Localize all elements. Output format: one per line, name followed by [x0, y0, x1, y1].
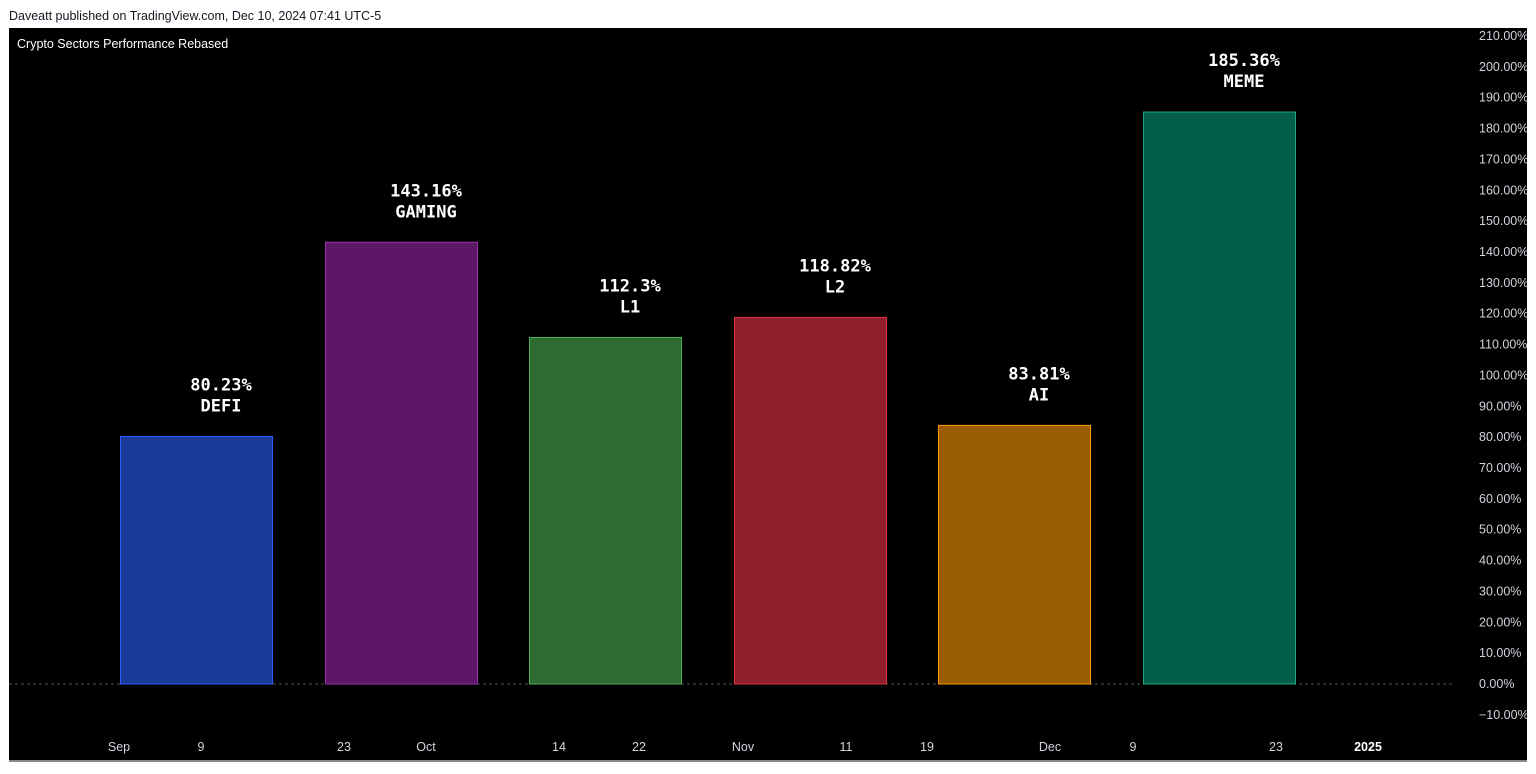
y-tick-label: 150.00%	[1479, 214, 1527, 228]
y-tick-label: 110.00%	[1479, 338, 1527, 352]
y-tick-label: 60.00%	[1479, 492, 1521, 506]
data-label-value: 112.3%	[599, 276, 661, 296]
data-label-category: L2	[825, 277, 845, 297]
bar-ai	[938, 424, 1091, 685]
x-tick-label: 9	[198, 740, 205, 754]
y-tick-label: 190.00%	[1479, 91, 1527, 105]
y-tick-label: 210.00%	[1479, 29, 1527, 43]
x-tick-label: 11	[840, 740, 853, 754]
data-label-category: MEME	[1224, 72, 1265, 92]
data-label-category: AI	[1029, 385, 1049, 405]
y-tick-label: 10.00%	[1479, 646, 1521, 660]
x-tick-label: 2025	[1354, 740, 1382, 754]
y-tick-label: −10.00%	[1479, 708, 1527, 722]
chart-title: Crypto Sectors Performance Rebased	[17, 37, 229, 51]
x-tick-label: 22	[632, 740, 646, 754]
x-tick-label: 9	[1130, 740, 1137, 754]
publisher-line: Daveatt published on TradingView.com, De…	[9, 9, 382, 23]
bar-l1	[529, 336, 682, 685]
bar-l2	[734, 316, 887, 685]
data-label-category: L1	[620, 297, 640, 317]
y-tick-label: 160.00%	[1479, 183, 1527, 197]
y-tick-label: 170.00%	[1479, 152, 1527, 166]
data-label-category: DEFI	[201, 396, 242, 416]
data-label-value: 118.82%	[799, 256, 871, 276]
y-tick-label: 80.00%	[1479, 430, 1521, 444]
y-tick-label: 70.00%	[1479, 461, 1521, 475]
x-tick-label: 19	[920, 740, 934, 754]
x-tick-label: Oct	[416, 740, 436, 754]
x-tick-label: 23	[337, 740, 351, 754]
x-tick-label: Dec	[1039, 740, 1061, 754]
y-tick-label: 40.00%	[1479, 554, 1521, 568]
y-tick-label: 30.00%	[1479, 584, 1521, 598]
y-tick-label: 130.00%	[1479, 276, 1527, 290]
x-tick-label: 23	[1269, 740, 1283, 754]
data-label-value: 80.23%	[190, 375, 252, 395]
data-label-category: GAMING	[395, 202, 456, 222]
y-tick-label: 100.00%	[1479, 368, 1527, 382]
x-tick-label: Nov	[732, 740, 755, 754]
y-tick-label: 50.00%	[1479, 523, 1521, 537]
bar-chart: −10.00% 0.00% 10.00% 20.00% 30.00% 40.00% 50.0…	[9, 29, 1527, 754]
y-tick-label: 120.00%	[1479, 307, 1527, 321]
y-tick-label: 140.00%	[1479, 245, 1527, 259]
chart-panel[interactable]: −10.00% 0.00% 10.00% 20.00% 30.00% 40.00% 50.0…	[9, 28, 1527, 762]
data-label-value: 185.36%	[1208, 51, 1280, 71]
bar-gaming	[325, 241, 478, 685]
y-tick-label: 0.00%	[1479, 677, 1514, 691]
data-label-value: 143.16%	[390, 181, 462, 201]
data-label-value: 83.81%	[1008, 364, 1070, 384]
y-tick-label: 20.00%	[1479, 615, 1521, 629]
y-tick-label: 90.00%	[1479, 399, 1521, 413]
y-tick-label: 200.00%	[1479, 60, 1527, 74]
bar-defi	[120, 435, 273, 685]
bar-meme	[1143, 111, 1296, 685]
x-tick-label: 14	[552, 740, 566, 754]
x-tick-label: Sep	[108, 740, 130, 754]
y-tick-label: 180.00%	[1479, 122, 1527, 136]
